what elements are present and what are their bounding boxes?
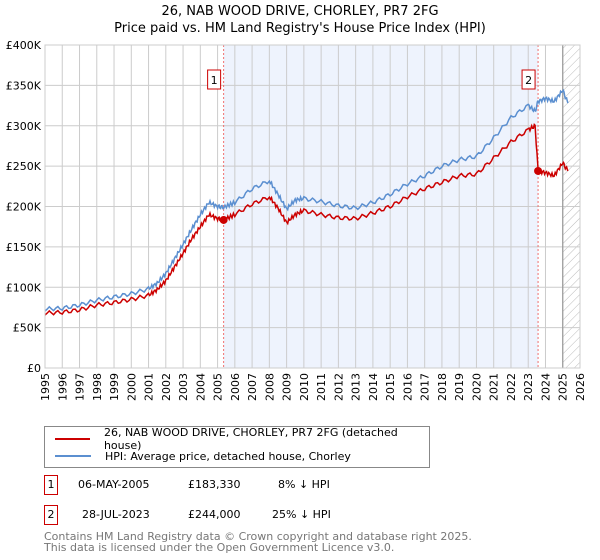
y-tick-label: £200K [6, 201, 42, 214]
x-tick-label: 2018 [436, 373, 449, 401]
sale-label-box [521, 69, 536, 90]
legend-label: 26, NAB WOOD DRIVE, CHORLEY, PR7 2FG (de… [103, 426, 398, 452]
x-tick-label: 1997 [74, 373, 87, 401]
x-tick-label: 2017 [419, 373, 432, 401]
property-price-line [44, 123, 569, 316]
x-tick-label: 2021 [488, 373, 501, 401]
x-tick-label: 2012 [332, 373, 345, 401]
y-tick-label: £0 [27, 362, 41, 375]
transaction-badge: 1 [44, 475, 58, 495]
legend-swatch-blue [55, 455, 91, 457]
y-tick-label: £150K [6, 241, 42, 254]
y-tick-label: £100K [6, 281, 42, 294]
y-tick-label: £250K [6, 160, 42, 173]
x-tick-label: 2022 [505, 373, 518, 401]
x-tick-label: 2010 [298, 373, 311, 401]
x-tick-label: 2014 [367, 373, 380, 401]
footer-licence: This data is licensed under the Open Gov… [44, 541, 395, 554]
legend-item-hpi: HPI: Average price, detached house, Chor… [55, 448, 351, 464]
x-tick-label: 2002 [160, 373, 173, 401]
x-tick-label: 2009 [281, 373, 294, 401]
transaction-badge: 2 [44, 505, 58, 525]
legend-label: HPI: Average price, detached house, Chor… [105, 449, 351, 463]
transaction-price: £244,000 [188, 508, 241, 521]
sale-label-box [207, 69, 222, 90]
transaction-price: £183,330 [188, 478, 241, 491]
x-tick-label: 2000 [125, 373, 138, 401]
y-tick-label: £300K [6, 120, 42, 133]
plot-frame [44, 44, 581, 369]
hpi-line [44, 88, 569, 312]
x-tick-label: 2020 [470, 373, 483, 401]
sale-label: 2 [525, 74, 532, 87]
legend-swatch-red [55, 438, 90, 440]
y-tick-label: £400K [6, 39, 42, 52]
x-tick-label: 2023 [522, 373, 535, 401]
y-tick-label: £350K [6, 79, 42, 92]
x-tick-label: 1996 [56, 373, 69, 401]
transaction-row: 2 28-JUL-2023 £244,000 25% ↓ HPI [44, 505, 444, 525]
sale-label: 1 [211, 74, 218, 87]
x-tick-label: 2001 [143, 373, 156, 401]
x-tick-label: 2013 [350, 373, 363, 401]
footer-copyright: Contains HM Land Registry data © Crown c… [44, 530, 472, 543]
chart-subtitle: Price paid vs. HM Land Registry's House … [114, 21, 486, 36]
x-tick-label: 1998 [91, 373, 104, 401]
x-tick-label: 1999 [108, 373, 121, 401]
y-tick-label: £50K [13, 322, 42, 335]
transaction-date: 28-JUL-2023 [82, 508, 150, 521]
chart-title: 26, NAB WOOD DRIVE, CHORLEY, PR7 2FG [161, 4, 439, 19]
x-tick-label: 2026 [574, 373, 587, 401]
x-tick-label: 2015 [384, 373, 397, 401]
x-tick-label: 1995 [39, 373, 52, 401]
transaction-hpi-diff: 8% ↓ HPI [278, 478, 330, 491]
x-tick-label: 2025 [557, 373, 570, 401]
legend-item-property: 26, NAB WOOD DRIVE, CHORLEY, PR7 2FG (de… [55, 426, 429, 452]
legend: 26, NAB WOOD DRIVE, CHORLEY, PR7 2FG (de… [44, 426, 430, 468]
x-tick-label: 2005 [212, 373, 225, 401]
x-tick-label: 2003 [177, 373, 190, 401]
sale-point [534, 166, 543, 175]
transaction-date: 06-MAY-2005 [78, 478, 150, 491]
x-tick-label: 2004 [194, 373, 207, 401]
footer: Contains HM Land Registry data © Crown c… [44, 531, 472, 553]
x-tick-label: 2006 [229, 373, 242, 401]
x-tick-label: 2007 [246, 373, 259, 401]
price-chart: 1995 1996 1997 1998 1999 2000 2001 2002 2003 2004… [6, 39, 587, 401]
x-tick-label: 2024 [539, 373, 552, 401]
x-tick-label: 2011 [315, 373, 328, 401]
transaction-row: 1 06-MAY-2005 £183,330 8% ↓ HPI [44, 475, 444, 495]
x-tick-label: 2008 [263, 373, 276, 401]
transaction-hpi-diff: 25% ↓ HPI [272, 508, 331, 521]
sale-point [219, 215, 228, 224]
x-tick-label: 2016 [401, 373, 414, 401]
x-tick-label: 2019 [453, 373, 466, 401]
